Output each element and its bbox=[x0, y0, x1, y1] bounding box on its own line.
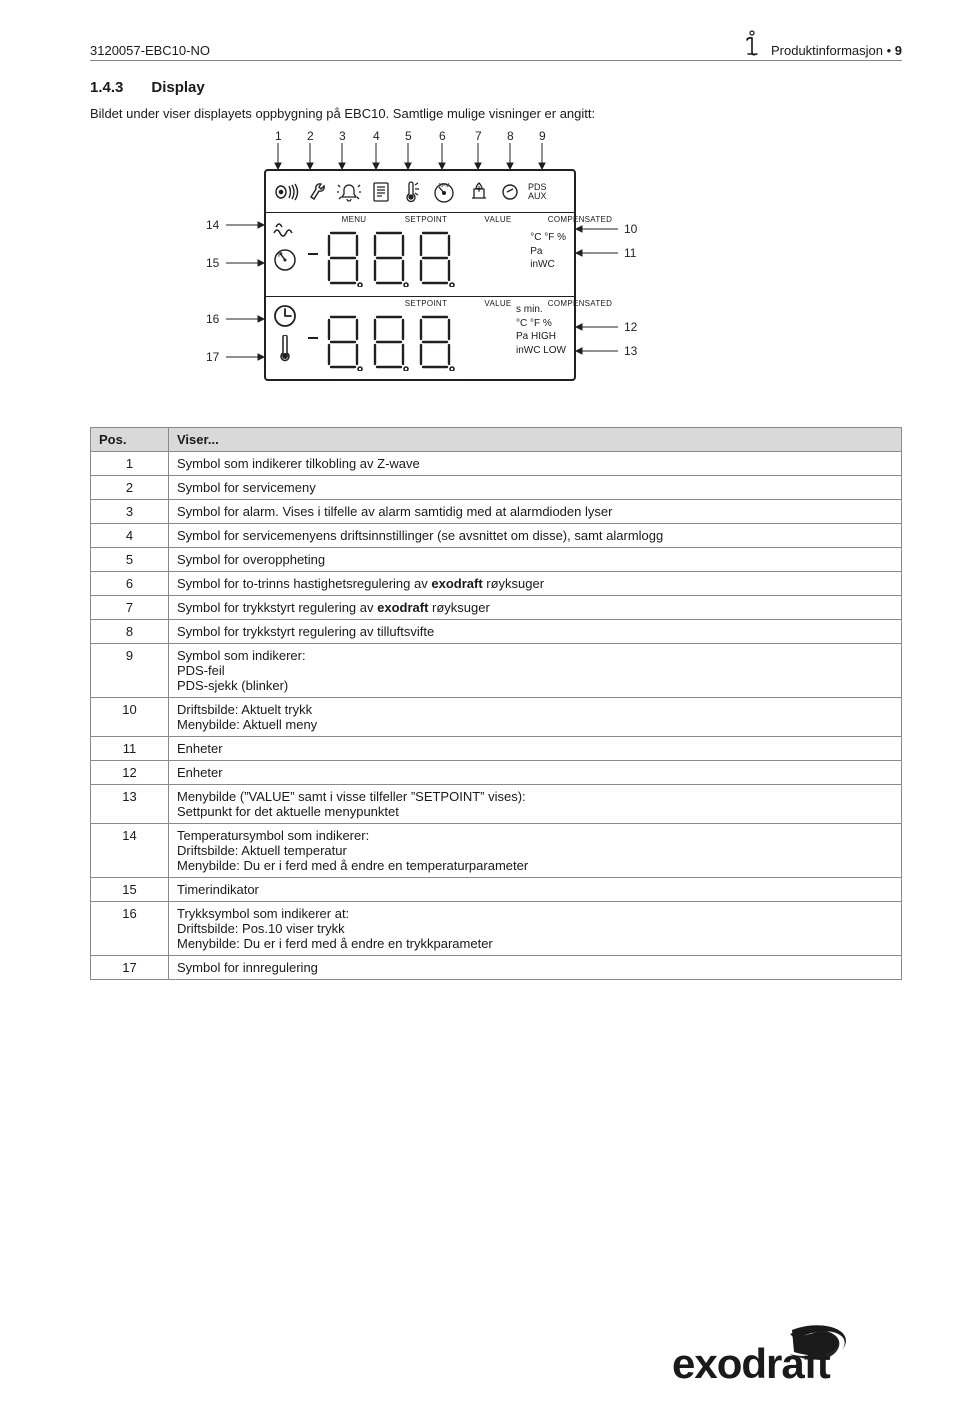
settings-doc-icon bbox=[370, 181, 392, 203]
clock-icon bbox=[272, 303, 298, 329]
lcd-icon-row: RPM PDS AUX bbox=[266, 171, 574, 213]
section-number: 1.4.3 bbox=[90, 79, 123, 96]
table-row: 16Trykksymbol som indikerer at:Driftsbil… bbox=[91, 902, 902, 956]
pressure-gauge-icon: P bbox=[272, 247, 298, 273]
svg-text:RPM: RPM bbox=[438, 183, 449, 189]
zwave-icon bbox=[274, 181, 300, 203]
callout-top: 3 bbox=[339, 129, 346, 143]
lcd-row-2: SETPOINT VALUE COMPENSATED s min. °C bbox=[266, 297, 574, 381]
minus-indicator bbox=[306, 249, 320, 259]
callout-right: 10 bbox=[624, 222, 637, 236]
svg-text:exodraft: exodraft bbox=[672, 1340, 831, 1386]
exodraft-logo: exodraft bbox=[672, 1324, 902, 1389]
section-title: Display bbox=[151, 79, 204, 96]
table-row: 15Timerindikator bbox=[91, 878, 902, 902]
table-row: 10Driftsbilde: Aktuelt trykkMenybilde: A… bbox=[91, 698, 902, 737]
callout-top: 2 bbox=[307, 129, 314, 143]
svg-text:P: P bbox=[278, 252, 283, 259]
alarm-bell-icon bbox=[336, 181, 362, 203]
callout-right: 13 bbox=[624, 344, 637, 358]
intro-text: Bildet under viser displayets oppbygning… bbox=[90, 106, 902, 121]
temperature-wave-icon bbox=[272, 219, 298, 241]
callout-left: 16 bbox=[206, 312, 219, 326]
table-row: 8Symbol for trykkstyrt regulering av til… bbox=[91, 620, 902, 644]
table-row: 13Menybilde (”VALUE” samt i visse tilfel… bbox=[91, 785, 902, 824]
overheat-icon bbox=[400, 181, 422, 203]
table-row: 4Symbol for servicemenyens driftsinnstil… bbox=[91, 524, 902, 548]
table-row: 2Symbol for servicemeny bbox=[91, 476, 902, 500]
callout-top: 1 bbox=[275, 129, 282, 143]
units-row2: s min. °C °F % Pa HIGH inWC LOW bbox=[516, 303, 566, 357]
display-diagram: 123456789 14151617 10111213 RPM PDS AUX bbox=[130, 129, 690, 409]
callout-top: 4 bbox=[373, 129, 380, 143]
units-row1: °C °F % Pa inWC bbox=[530, 231, 566, 272]
wrench-icon bbox=[308, 181, 328, 203]
table-row: 3Symbol for alarm. Vises i tilfelle av a… bbox=[91, 500, 902, 524]
seven-seg-digit bbox=[322, 229, 364, 287]
table-row: 6Symbol for to-trinns hastighetsreguleri… bbox=[91, 572, 902, 596]
callout-right: 12 bbox=[624, 320, 637, 334]
chimney-down-icon bbox=[466, 180, 492, 204]
callout-top: 8 bbox=[507, 129, 514, 143]
table-row: 14Temperatursymbol som indikerer:Driftsb… bbox=[91, 824, 902, 878]
callout-left: 14 bbox=[206, 218, 219, 232]
header-right: Produktinformasjon • 9 bbox=[741, 30, 902, 58]
callout-top: 7 bbox=[475, 129, 482, 143]
callout-top: 9 bbox=[539, 129, 546, 143]
table-row: 1Symbol som indikerer tilkobling av Z-wa… bbox=[91, 452, 902, 476]
table-row: 11Enheter bbox=[91, 737, 902, 761]
circle-dash-icon bbox=[500, 181, 520, 203]
table-row: 17Symbol for innregulering bbox=[91, 956, 902, 980]
table-row: 5Symbol for overoppheting bbox=[91, 548, 902, 572]
pds-aux-label: PDS AUX bbox=[528, 183, 547, 201]
callout-top: 5 bbox=[405, 129, 412, 143]
callout-left: 17 bbox=[206, 350, 219, 364]
legend-table: Pos. Viser... 1Symbol som indikerer tilk… bbox=[90, 427, 902, 980]
rpm-gauge-icon: RPM bbox=[430, 180, 458, 204]
table-row: 12Enheter bbox=[91, 761, 902, 785]
lcd-row-1: MENU SETPOINT VALUE COMPENSATED P °C °F bbox=[266, 213, 574, 297]
th-desc: Viser... bbox=[169, 428, 902, 452]
th-pos: Pos. bbox=[91, 428, 169, 452]
callout-top: 6 bbox=[439, 129, 446, 143]
thermometer-icon bbox=[278, 335, 292, 363]
info-icon bbox=[741, 30, 763, 58]
table-row: 9Symbol som indikerer:PDS-feilPDS-sjekk … bbox=[91, 644, 902, 698]
table-row: 7Symbol for trykkstyrt regulering av exo… bbox=[91, 596, 902, 620]
callout-left: 15 bbox=[206, 256, 219, 270]
callout-right: 11 bbox=[624, 246, 636, 260]
doc-id: 3120057-EBC10-NO bbox=[90, 43, 210, 58]
